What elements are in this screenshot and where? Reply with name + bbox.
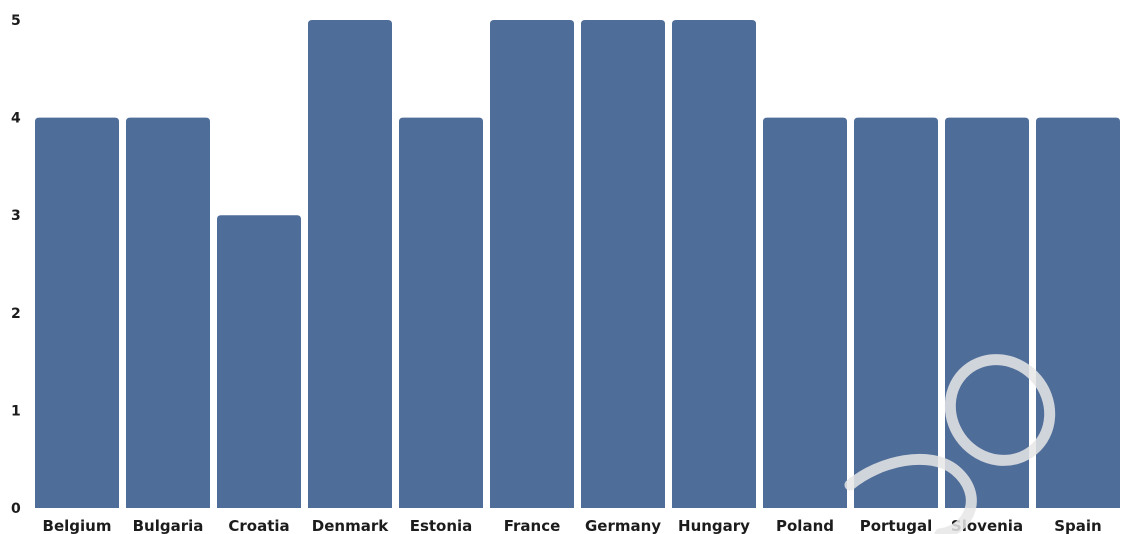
- bar-hungary[interactable]: [672, 20, 756, 508]
- x-tick-label: Bulgaria: [133, 517, 204, 534]
- watermark: [844, 354, 1056, 534]
- y-tick-label: 0: [11, 501, 21, 517]
- x-tick-label: France: [504, 517, 561, 534]
- x-tick-label: Spain: [1054, 517, 1101, 534]
- x-tick-label: Belgium: [43, 517, 112, 534]
- y-tick-label: 3: [11, 208, 21, 224]
- x-tick-label: Croatia: [228, 517, 289, 534]
- y-axis: 0 1 2 3 4 5: [11, 13, 21, 517]
- x-tick-label: Germany: [585, 517, 661, 534]
- bar-slovenia[interactable]: [945, 117, 1029, 508]
- bar-spain[interactable]: [1036, 117, 1120, 508]
- y-tick-label: 2: [11, 306, 21, 322]
- y-tick-label: 1: [11, 403, 21, 419]
- bar-belgium[interactable]: [35, 117, 119, 508]
- watermark-letter-e: [944, 354, 1056, 466]
- x-tick-label: Denmark: [312, 517, 389, 534]
- bar-germany[interactable]: [581, 20, 665, 508]
- x-tick-label: Poland: [776, 517, 834, 534]
- bar-estonia[interactable]: [399, 117, 483, 508]
- bars-layer: [35, 20, 1120, 508]
- watermark-stroke: [844, 453, 977, 534]
- bar-denmark[interactable]: [308, 20, 392, 508]
- bar-poland[interactable]: [763, 117, 847, 508]
- x-axis: Belgium Bulgaria Croatia Denmark Estonia Fran…: [43, 517, 1102, 534]
- bar-bulgaria[interactable]: [126, 117, 210, 508]
- y-tick-label: 5: [11, 13, 21, 29]
- x-tick-label: Estonia: [410, 517, 473, 534]
- x-tick-label: Portugal: [860, 517, 933, 534]
- x-tick-label: Hungary: [678, 517, 750, 534]
- bar-portugal[interactable]: [854, 117, 938, 508]
- bar-croatia[interactable]: [217, 215, 301, 508]
- y-tick-label: 4: [11, 111, 21, 127]
- bar-france[interactable]: [490, 20, 574, 508]
